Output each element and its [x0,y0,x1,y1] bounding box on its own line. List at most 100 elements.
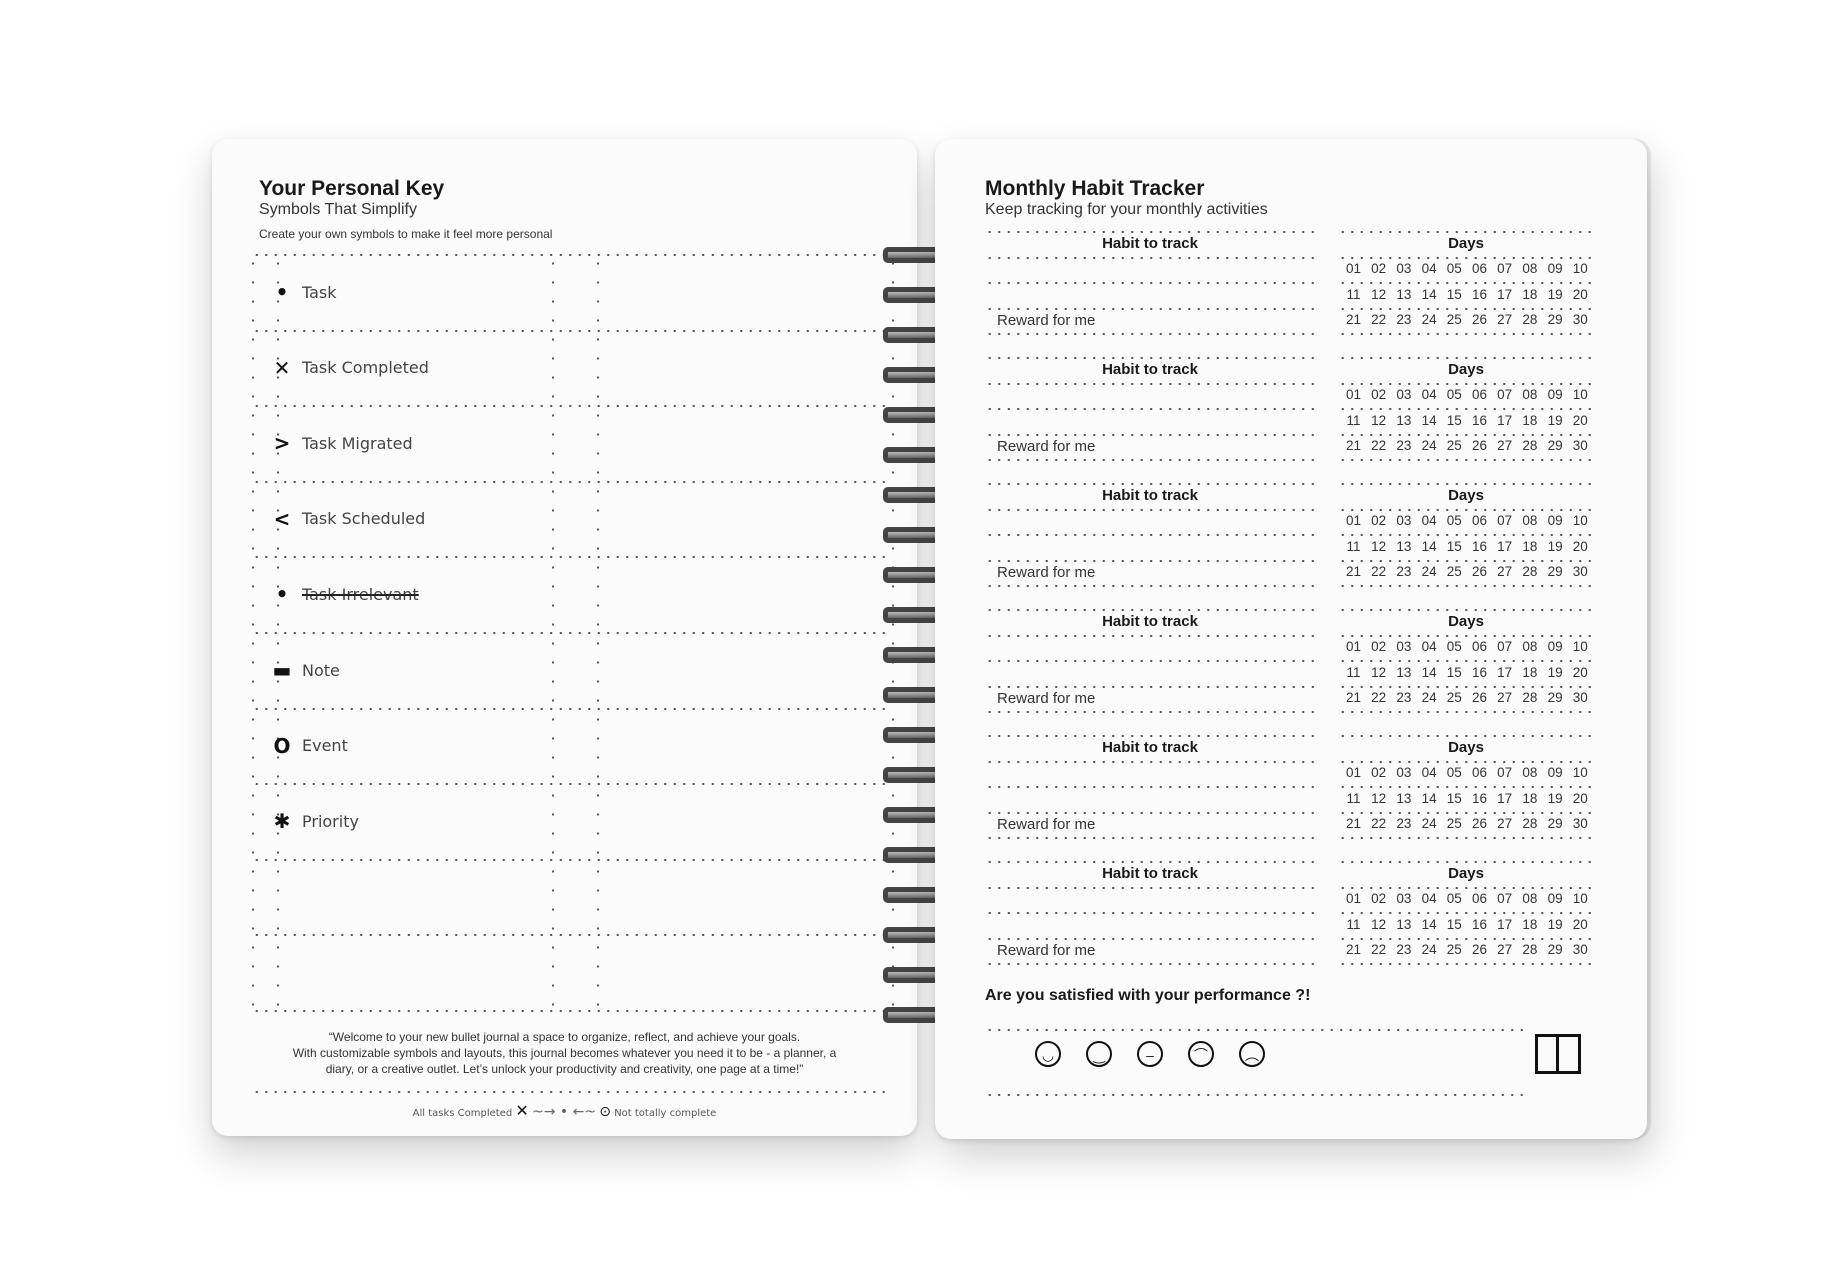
day-cell[interactable]: 06 [1471,639,1488,654]
day-cell[interactable]: 26 [1471,690,1488,705]
day-cell[interactable]: 21 [1345,564,1362,579]
day-cell[interactable]: 11 [1346,538,1361,554]
day-cell[interactable]: 24 [1421,312,1437,327]
day-cell[interactable]: 14 [1421,538,1437,554]
day-cell[interactable]: 24 [1421,942,1437,957]
day-cell[interactable]: 27 [1497,690,1513,705]
day-cell[interactable]: 03 [1396,513,1412,528]
day-cell[interactable]: 08 [1522,261,1538,276]
day-cell[interactable]: 28 [1522,564,1538,579]
day-cell[interactable]: 09 [1547,765,1563,780]
day-cell[interactable]: 11 [1346,664,1361,680]
day-cell[interactable]: 13 [1396,286,1412,302]
day-cell[interactable]: 07 [1497,891,1513,906]
day-cell[interactable]: 06 [1471,765,1488,780]
day-cell[interactable]: 30 [1572,690,1588,705]
day-cell[interactable]: 05 [1446,891,1462,906]
day-cell[interactable]: 27 [1497,438,1513,453]
day-cell[interactable]: 13 [1396,412,1412,428]
very-sad-face-icon[interactable]: ︵ [1239,1041,1265,1067]
day-cell[interactable]: 26 [1471,438,1488,453]
day-cell[interactable]: 03 [1396,261,1412,276]
day-cell[interactable]: 22 [1371,942,1387,957]
day-cell[interactable]: 19 [1547,790,1563,806]
day-cell[interactable]: 20 [1572,538,1588,554]
day-cell[interactable]: 15 [1446,664,1462,680]
day-cell[interactable]: 12 [1371,286,1387,302]
day-cell[interactable]: 09 [1547,261,1563,276]
day-cell[interactable]: 17 [1497,286,1513,302]
day-cell[interactable]: 17 [1497,664,1513,680]
day-cell[interactable]: 01 [1345,261,1362,276]
day-cell[interactable]: 14 [1421,790,1437,806]
neutral-face-icon[interactable]: – [1137,1041,1163,1067]
day-cell[interactable]: 25 [1446,564,1462,579]
day-cell[interactable]: 02 [1371,891,1387,906]
day-cell[interactable]: 11 [1346,286,1361,302]
day-cell[interactable]: 27 [1497,816,1513,831]
day-cell[interactable]: 08 [1522,639,1538,654]
day-cell[interactable]: 04 [1421,513,1437,528]
sad-face-icon[interactable]: ⌒ [1188,1041,1214,1067]
day-cell[interactable]: 08 [1522,513,1538,528]
day-cell[interactable]: 12 [1371,790,1387,806]
day-cell[interactable]: 16 [1471,664,1488,680]
day-cell[interactable]: 22 [1371,816,1387,831]
day-cell[interactable]: 22 [1371,438,1387,453]
day-cell[interactable]: 14 [1421,916,1437,932]
day-cell[interactable]: 18 [1522,286,1538,302]
day-cell[interactable]: 20 [1572,286,1588,302]
day-cell[interactable]: 07 [1497,387,1513,402]
day-cell[interactable]: 04 [1421,261,1437,276]
day-cell[interactable]: 01 [1345,891,1362,906]
day-cell[interactable]: 16 [1471,790,1488,806]
habit-input[interactable] [997,387,1297,431]
day-cell[interactable]: 05 [1446,639,1462,654]
day-cell[interactable]: 07 [1497,513,1513,528]
day-cell[interactable]: 05 [1446,513,1462,528]
day-cell[interactable]: 10 [1572,261,1588,276]
day-cell[interactable]: 26 [1471,312,1488,327]
habit-input[interactable] [997,891,1297,935]
day-cell[interactable]: 03 [1396,765,1412,780]
day-cell[interactable]: 24 [1421,816,1437,831]
day-cell[interactable]: 17 [1497,916,1513,932]
day-cell[interactable]: 13 [1396,538,1412,554]
day-cell[interactable]: 11 [1346,790,1361,806]
day-cell[interactable]: 28 [1522,690,1538,705]
day-cell[interactable]: 16 [1471,538,1488,554]
day-cell[interactable]: 19 [1547,664,1563,680]
day-cell[interactable]: 21 [1345,312,1362,327]
day-cell[interactable]: 26 [1471,942,1488,957]
day-cell[interactable]: 23 [1396,438,1412,453]
very-happy-face-icon[interactable]: ◡ [1035,1041,1061,1067]
day-cell[interactable]: 09 [1547,387,1563,402]
day-cell[interactable]: 13 [1396,664,1412,680]
day-cell[interactable]: 10 [1572,513,1588,528]
day-cell[interactable]: 25 [1446,312,1462,327]
day-cell[interactable]: 12 [1371,664,1387,680]
day-cell[interactable]: 14 [1421,286,1437,302]
day-cell[interactable]: 12 [1371,412,1387,428]
day-cell[interactable]: 03 [1396,387,1412,402]
day-cell[interactable]: 26 [1471,564,1488,579]
day-cell[interactable]: 08 [1522,387,1538,402]
day-cell[interactable]: 30 [1572,942,1588,957]
happy-face-icon[interactable]: ‿ [1086,1041,1112,1067]
day-cell[interactable]: 27 [1497,942,1513,957]
day-cell[interactable]: 23 [1396,816,1412,831]
day-cell[interactable]: 07 [1497,261,1513,276]
day-cell[interactable]: 07 [1497,639,1513,654]
day-cell[interactable]: 01 [1345,513,1362,528]
day-cell[interactable]: 17 [1497,538,1513,554]
day-cell[interactable]: 26 [1471,816,1488,831]
day-cell[interactable]: 28 [1522,816,1538,831]
day-cell[interactable]: 29 [1547,312,1563,327]
day-cell[interactable]: 20 [1572,412,1588,428]
day-cell[interactable]: 30 [1572,312,1588,327]
day-cell[interactable]: 02 [1371,639,1387,654]
day-cell[interactable]: 27 [1497,312,1513,327]
day-cell[interactable]: 13 [1396,916,1412,932]
day-cell[interactable]: 15 [1446,412,1462,428]
day-cell[interactable]: 07 [1497,765,1513,780]
